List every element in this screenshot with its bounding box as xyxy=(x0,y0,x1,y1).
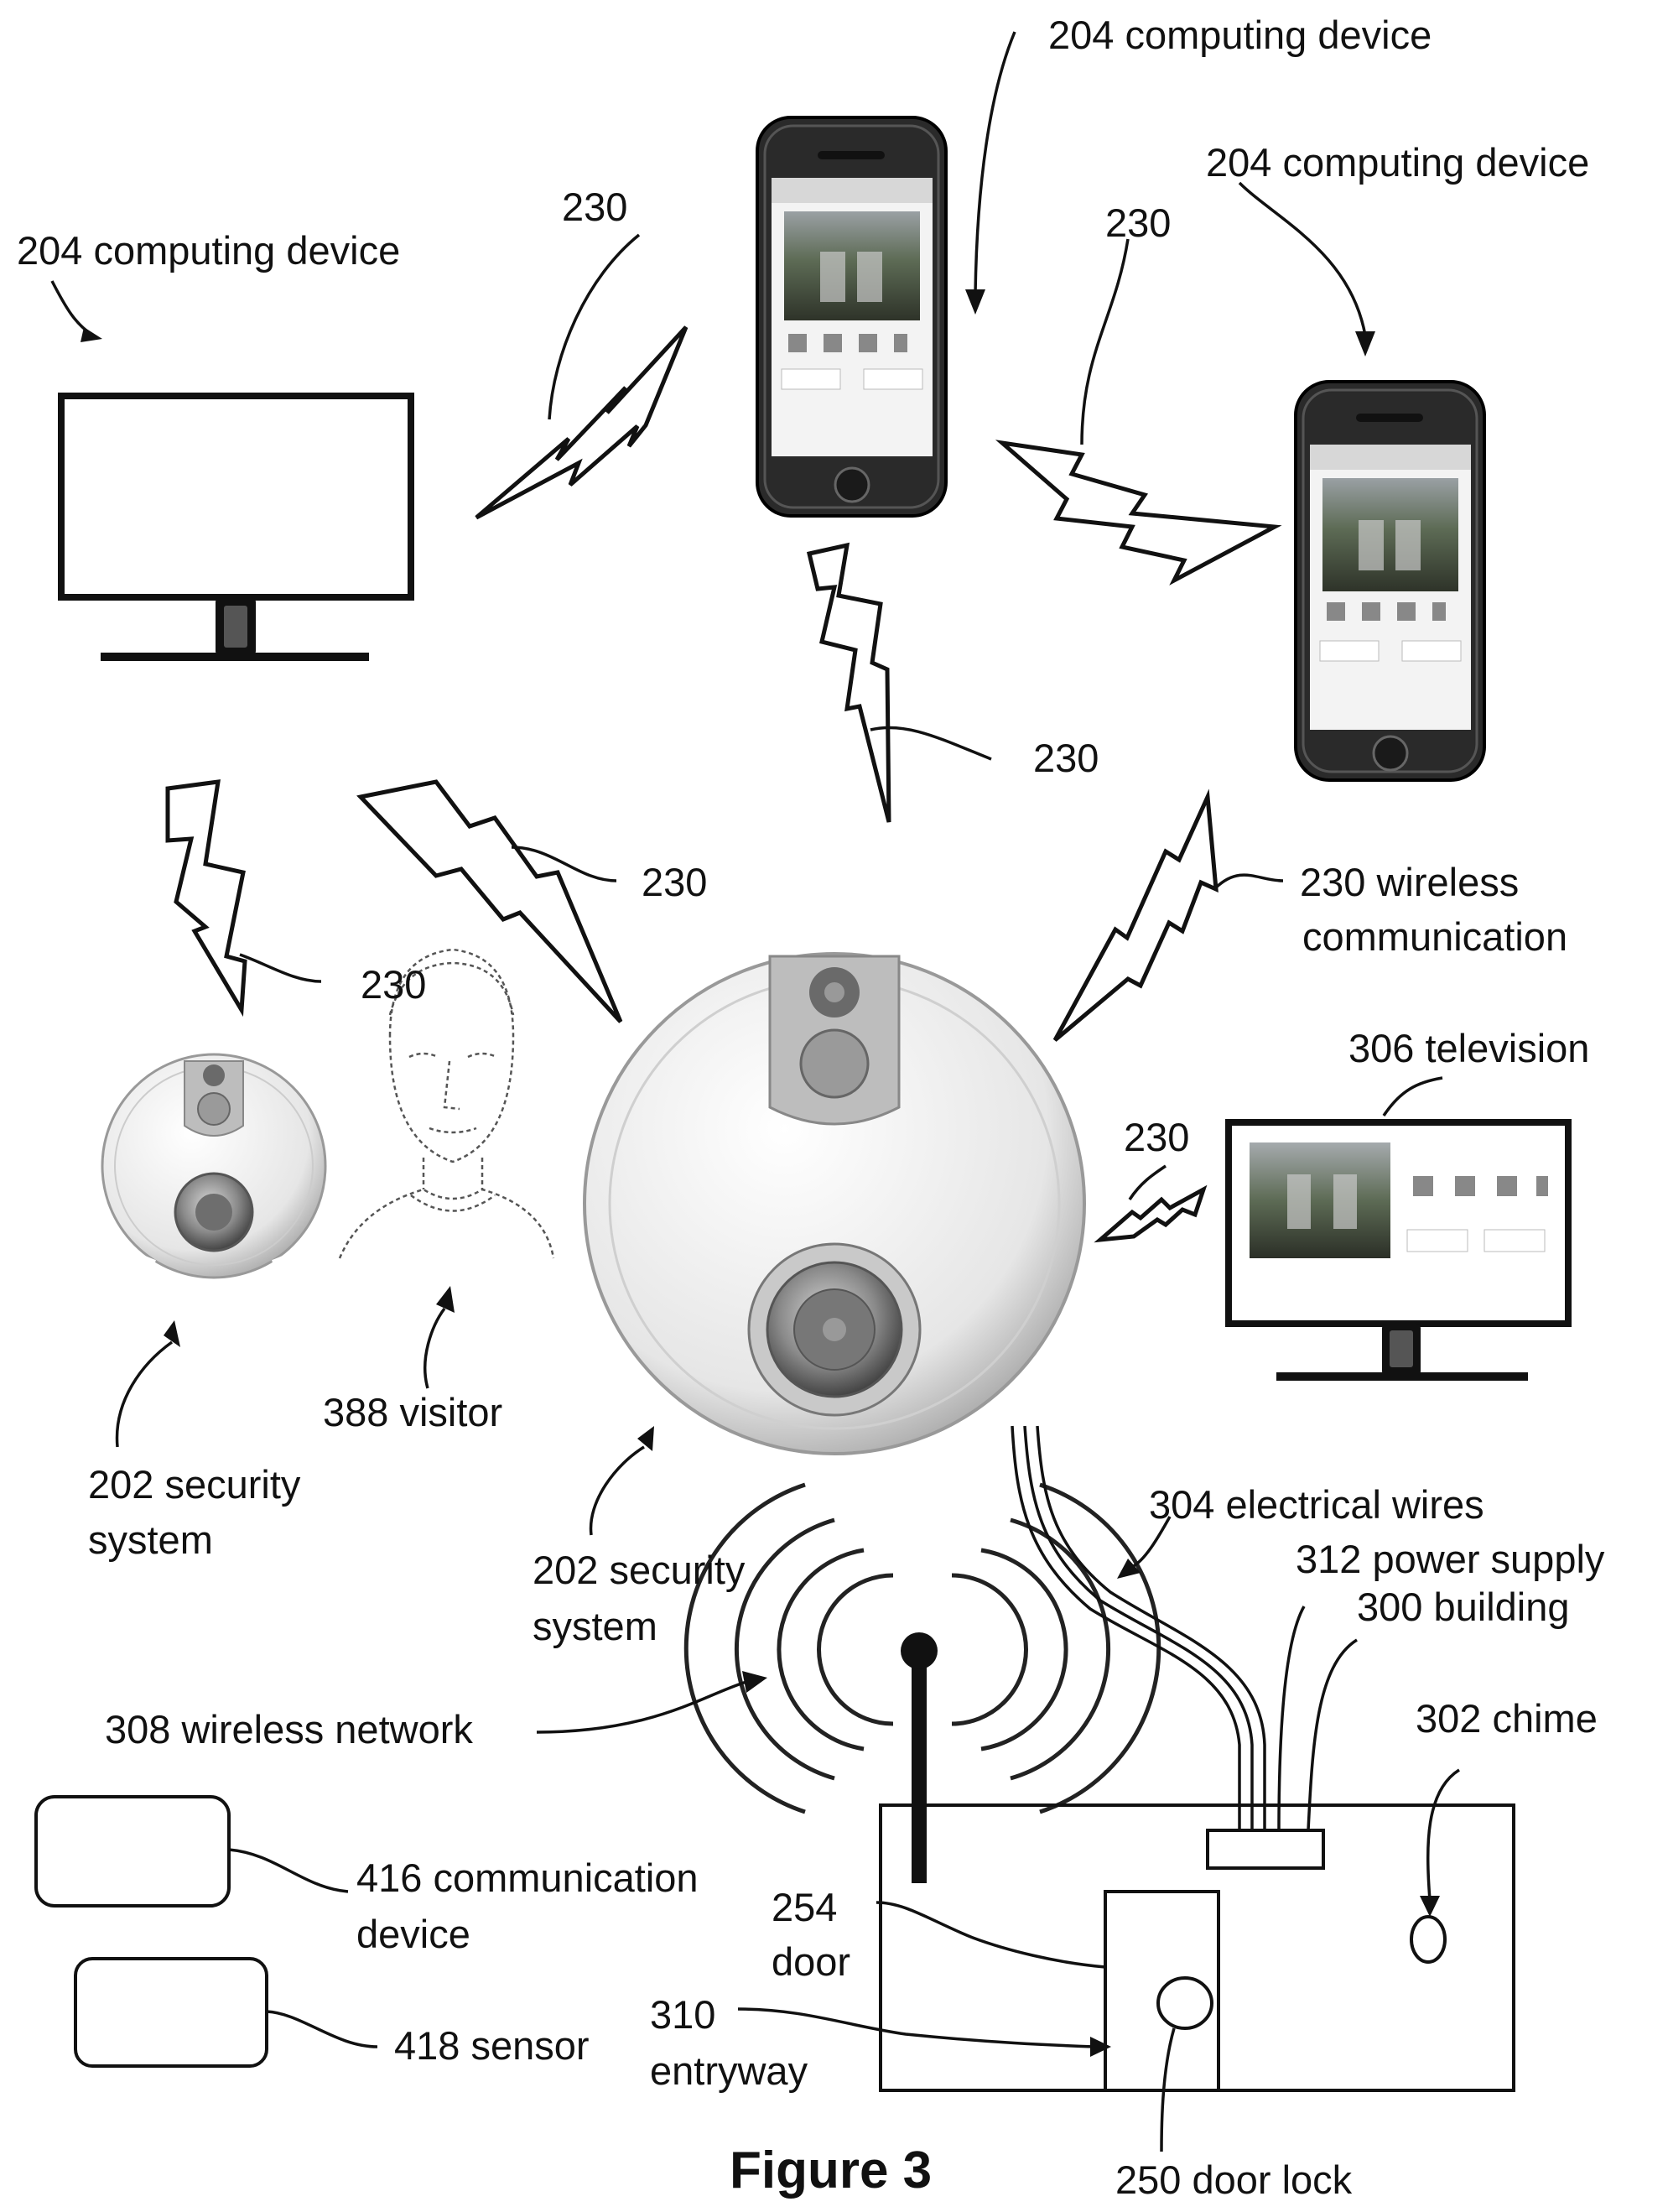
label-door-num: 254 xyxy=(772,1885,837,1929)
power-supply xyxy=(1208,1830,1323,1868)
label-sensor: 418 sensor xyxy=(394,2023,590,2068)
computer-monitor xyxy=(61,396,411,661)
bolt-monitor-phone xyxy=(476,327,686,518)
sensor xyxy=(75,1959,267,2066)
label-comm-device-2: device xyxy=(356,1912,470,1956)
label-wireless-tv: 230 xyxy=(1124,1115,1189,1159)
door-lock xyxy=(1158,1978,1212,2028)
label-computing-device-top: 204 computing device xyxy=(1048,13,1432,57)
label-door-word: door xyxy=(772,1939,850,1984)
label-wireless-network: 308 wireless network xyxy=(105,1707,473,1751)
label-electrical-wires: 304 electrical wires xyxy=(1149,1482,1484,1527)
label-wireless-2: 230 xyxy=(1105,200,1171,245)
chime xyxy=(1411,1917,1445,1962)
label-visitor: 388 visitor xyxy=(323,1390,502,1434)
television xyxy=(1229,1122,1568,1381)
security-system-small xyxy=(102,1054,325,1278)
communication-device xyxy=(36,1797,229,1906)
label-security-main-2: system xyxy=(533,1604,657,1648)
bolt-main-phone xyxy=(1055,797,1216,1040)
label-computing-device-right: 204 computing device xyxy=(1206,140,1589,185)
label-wireless-comm-2: communication xyxy=(1302,914,1567,959)
antenna xyxy=(901,1632,938,1883)
bolt-tv xyxy=(1100,1189,1203,1240)
label-wireless-comm-1: 230 wireless xyxy=(1300,860,1519,904)
bolt-phone-main xyxy=(809,545,889,822)
label-entryway-num: 310 xyxy=(650,1992,715,2037)
label-wireless-5: 230 xyxy=(361,962,426,1007)
label-security-main-1: 202 security xyxy=(533,1548,746,1592)
label-wireless-3: 230 xyxy=(1033,736,1099,780)
label-door-lock: 250 door lock xyxy=(1115,2157,1353,2202)
label-television: 306 television xyxy=(1348,1026,1589,1070)
label-security-small-2: system xyxy=(88,1517,213,1562)
bolt-phone-phone xyxy=(1002,443,1275,580)
label-comm-device-1: 416 communication xyxy=(356,1855,699,1900)
label-chime: 302 chime xyxy=(1416,1696,1598,1741)
figure-title: Figure 3 xyxy=(730,2142,932,2199)
label-wireless-4: 230 xyxy=(642,860,707,904)
label-power-supply: 312 power supply xyxy=(1296,1537,1605,1581)
bolt-monitor-small xyxy=(168,782,245,1010)
building xyxy=(881,1805,1514,2090)
smartphone-right xyxy=(1296,382,1484,780)
label-computing-device-left: 204 computing device xyxy=(17,228,400,273)
security-system-main xyxy=(585,954,1084,1454)
label-security-small-1: 202 security xyxy=(88,1462,301,1507)
label-wireless-1: 230 xyxy=(562,185,627,229)
label-entryway-word: entryway xyxy=(650,2048,808,2093)
label-building: 300 building xyxy=(1357,1585,1570,1629)
smartphone-top xyxy=(757,117,946,516)
